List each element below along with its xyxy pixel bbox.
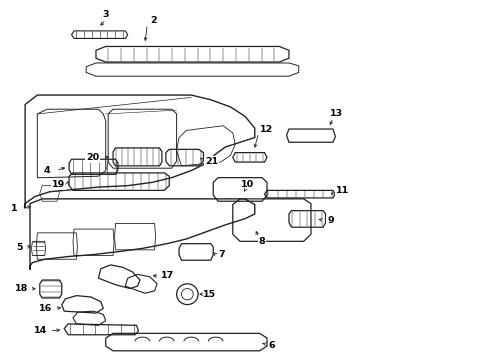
Text: 17: 17 — [161, 271, 174, 280]
Text: 3: 3 — [102, 10, 109, 19]
Text: 5: 5 — [16, 243, 23, 252]
Text: 7: 7 — [218, 250, 225, 259]
Text: 19: 19 — [52, 180, 65, 189]
Text: 9: 9 — [327, 216, 334, 225]
Text: 10: 10 — [242, 180, 254, 189]
Text: 15: 15 — [203, 290, 217, 299]
Text: 14: 14 — [34, 327, 48, 336]
Text: 12: 12 — [260, 125, 273, 134]
Text: 4: 4 — [44, 166, 50, 175]
Text: 18: 18 — [15, 284, 28, 293]
Text: 2: 2 — [150, 16, 157, 25]
Text: 16: 16 — [39, 304, 52, 313]
Text: 11: 11 — [336, 186, 349, 195]
Text: 1: 1 — [11, 204, 18, 213]
Text: 20: 20 — [86, 153, 99, 162]
Text: 21: 21 — [205, 157, 219, 166]
Text: 13: 13 — [330, 109, 343, 118]
Text: 8: 8 — [259, 237, 266, 246]
Text: 6: 6 — [269, 341, 275, 350]
